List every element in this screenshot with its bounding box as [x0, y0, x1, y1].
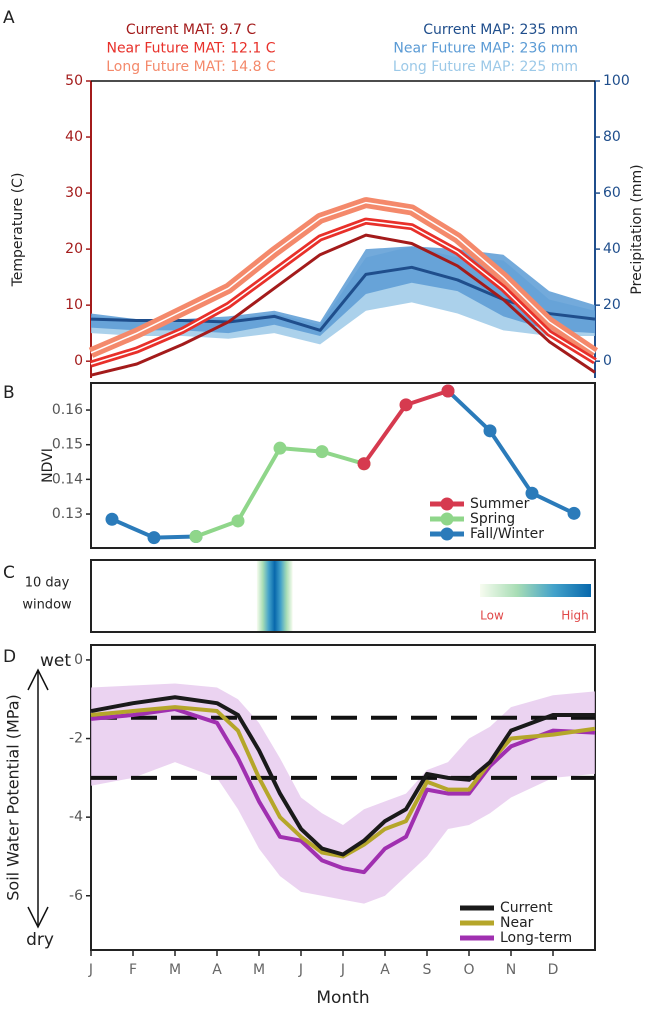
- band: [91, 246, 595, 336]
- legend-label: Current: [500, 900, 553, 916]
- y-tick-label: 50: [65, 73, 83, 89]
- marker: [567, 506, 581, 520]
- y-tick-label: 0: [74, 652, 83, 668]
- colorbar-label: Low: [480, 609, 504, 623]
- panel-label: C: [3, 563, 15, 583]
- y-tick-label: 40: [65, 129, 83, 145]
- legend-label: Long-term: [500, 930, 572, 946]
- window-band: [256, 561, 293, 631]
- series-line: [446, 389, 575, 516]
- panel-text: 10 day: [25, 576, 70, 591]
- marker: [483, 424, 497, 438]
- annotation: Current MAP: 235 mm: [423, 22, 578, 38]
- legend-label: Near: [500, 915, 534, 931]
- y-axis-label: NDVI: [40, 448, 56, 483]
- y-tick-label: -2: [69, 731, 83, 747]
- x-tick-label: A: [380, 962, 390, 978]
- x-tick-label: M: [169, 962, 181, 978]
- y-tick-label: 30: [65, 185, 83, 201]
- series-line: [90, 695, 595, 857]
- y-tick-label: 0.15: [52, 437, 83, 453]
- x-tick-label: J: [340, 962, 345, 978]
- y2-tick-label: 80: [603, 129, 621, 145]
- y2-tick-label: 0: [603, 353, 612, 369]
- x-tick-label: J: [88, 962, 93, 978]
- x-tick-label: A: [212, 962, 222, 978]
- direction-label: wet: [40, 651, 71, 671]
- x-tick-label: F: [129, 962, 137, 978]
- marker: [231, 514, 245, 528]
- marker: [441, 384, 455, 398]
- legend-label: Fall/Winter: [470, 526, 544, 542]
- legend-marker: [440, 497, 454, 511]
- marker: [357, 457, 371, 471]
- panel-label: A: [3, 8, 15, 28]
- arrow-head: [27, 906, 49, 929]
- y2-axis-label: Precipitation (mm): [629, 164, 645, 294]
- marker: [315, 445, 329, 459]
- x-tick-label: N: [506, 962, 516, 978]
- y-tick-label: -4: [69, 809, 83, 825]
- band: [91, 683, 595, 904]
- marker: [525, 486, 539, 500]
- x-tick-label: D: [548, 962, 559, 978]
- annotation: Current MAT: 9.7 C: [126, 22, 256, 38]
- marker: [189, 530, 203, 544]
- y-tick-label: 20: [65, 241, 83, 257]
- y-tick-label: 0: [74, 353, 83, 369]
- arrow-head: [27, 668, 49, 691]
- y-tick-label: 0.14: [52, 471, 83, 487]
- legend-label: Summer: [470, 496, 530, 512]
- y2-tick-label: 20: [603, 297, 621, 313]
- direction-label: dry: [26, 930, 54, 950]
- marker: [273, 441, 287, 455]
- legend-label: Spring: [470, 511, 515, 527]
- line-highlight: [90, 201, 596, 354]
- y2-tick-label: 100: [603, 73, 630, 89]
- y-axis-label: Soil Water Potential (MPa): [4, 694, 23, 901]
- y2-tick-label: 40: [603, 241, 621, 257]
- series-line: [195, 446, 365, 539]
- panel-text: window: [22, 598, 72, 613]
- y-axis-label: Temperature (C): [10, 173, 26, 288]
- marker: [399, 398, 413, 412]
- marker: [147, 531, 161, 545]
- y2-tick-label: 60: [603, 185, 621, 201]
- y-tick-label: 0.16: [52, 402, 83, 418]
- x-tick-label: O: [463, 962, 474, 978]
- panel-label: D: [3, 647, 16, 667]
- legend-marker: [440, 512, 454, 526]
- plot-frame: [90, 559, 596, 633]
- plot-frame: [90, 382, 596, 549]
- legend-marker: [440, 527, 454, 541]
- line-highlight: [90, 220, 596, 365]
- annotation: Near Future MAT: 12.1 C: [106, 41, 275, 57]
- x-tick-label: S: [423, 962, 432, 978]
- annotation: Near Future MAP: 236 mm: [393, 41, 578, 57]
- annotation: Long Future MAP: 225 mm: [393, 59, 578, 75]
- x-tick-label: J: [298, 962, 303, 978]
- colorbar: [480, 584, 591, 597]
- x-axis-label: Month: [316, 988, 369, 1008]
- annotation: Long Future MAT: 14.8 C: [106, 59, 276, 75]
- y-tick-label: 0.13: [52, 506, 83, 522]
- marker: [105, 512, 119, 526]
- series-line: [90, 707, 596, 875]
- y-tick-label: 10: [65, 297, 83, 313]
- y-tick-label: -6: [69, 888, 83, 904]
- colorbar-label: High: [561, 609, 589, 623]
- x-tick-label: M: [253, 962, 265, 978]
- panel-label: B: [3, 383, 15, 403]
- series-line: [90, 233, 596, 377]
